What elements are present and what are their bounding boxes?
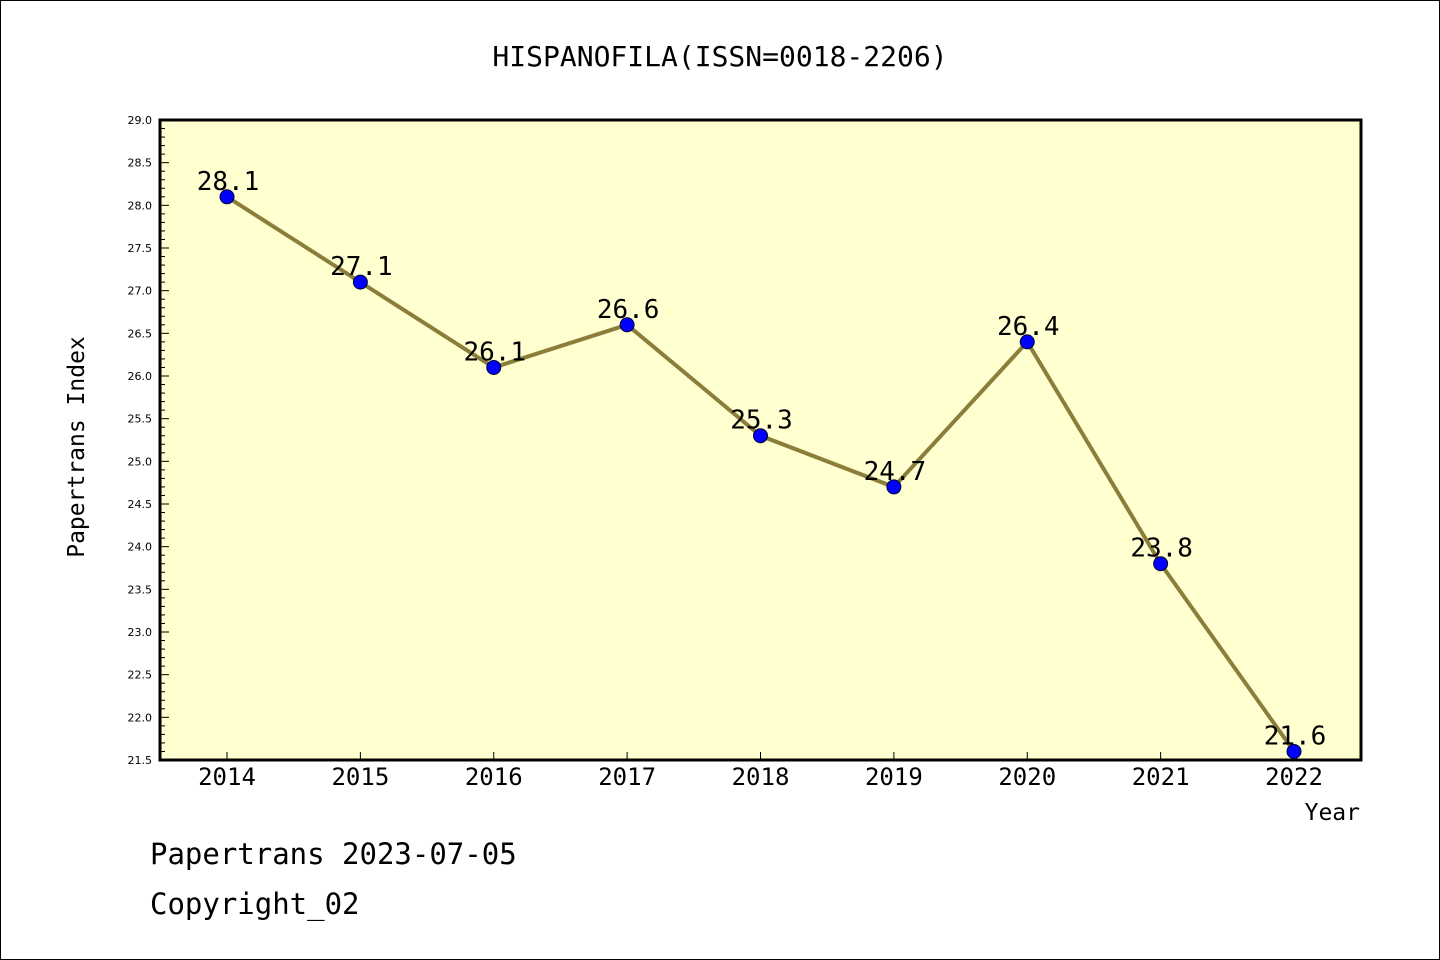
y-tick-label: 21.5 [128,754,153,767]
y-tick-label: 24.0 [128,541,153,554]
data-point [1286,743,1302,759]
data-point [352,274,368,290]
y-axis-label: Papertrans Index [64,336,90,558]
data-label: 25.3 [730,406,793,436]
data-point [219,189,235,205]
x-axis-label: Year [1305,800,1360,826]
data-label: 26.6 [597,295,660,325]
data-point [1019,334,1035,350]
y-tick-label: 25.0 [128,455,153,468]
y-tick-label: 27.0 [128,285,153,298]
y-tick-label: 26.5 [128,327,153,340]
x-axis: 2014 2015 2016 2017 2018 2019 2020 2021 2022 [198,752,1323,791]
data-label: 21.6 [1264,721,1327,751]
y-tick-label: 29.0 [128,114,153,127]
data-label: 23.8 [1130,534,1193,564]
y-axis: 21.5 22.0 22.5 23.0 23.5 24.0 24.5 25.0 25.5 26.0… [128,114,169,767]
data-point [753,428,768,444]
x-tick-label: 2022 [1265,763,1323,791]
data-label: 27.1 [330,252,393,282]
y-tick-label: 22.0 [128,711,153,724]
y-tick-label: 26.0 [128,370,153,383]
x-tick-label: 2017 [598,763,656,791]
x-tick-label: 2020 [998,763,1056,791]
footer-copyright-text: Copyright_02 [150,887,360,922]
x-tick-label: 2016 [465,763,523,791]
data-labels: 28.1 27.1 26.1 26.6 25.3 24.7 26.4 23.8 21.6 [197,167,1327,752]
series-layer [219,189,1302,759]
y-tick-label: 23.0 [128,626,153,639]
data-label: 28.1 [197,167,260,197]
y-tick-label: 23.5 [128,583,153,596]
footer-date-text: Papertrans 2023-07-05 [150,837,517,871]
data-point [486,359,502,375]
x-tick-label: 2018 [732,763,790,791]
y-tick-label: 28.5 [128,157,153,170]
data-label: 24.7 [864,457,927,487]
y-tick-label: 28.0 [128,199,153,212]
x-tick-label: 2021 [1132,763,1190,791]
y-tick-label: 27.5 [128,242,153,255]
data-point [619,317,635,333]
x-tick-label: 2019 [865,763,923,791]
chart-title: HISPANOFILA(ISSN=0018-2206) [492,40,947,73]
y-tick-label: 24.5 [128,498,153,511]
y-tick-label: 22.5 [128,669,153,682]
data-label: 26.1 [463,337,526,367]
data-label: 26.4 [997,312,1060,342]
data-point [886,479,902,495]
y-tick-label: 25.5 [128,413,153,426]
data-point [1153,556,1169,572]
x-tick-label: 2014 [198,763,256,791]
x-tick-label: 2015 [331,763,389,791]
